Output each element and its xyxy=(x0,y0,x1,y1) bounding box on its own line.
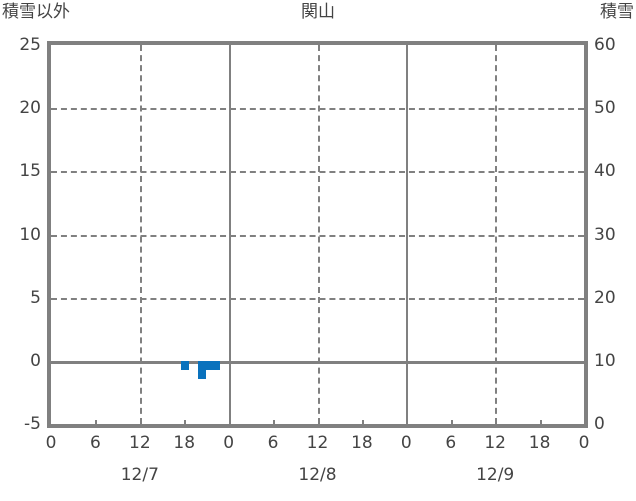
vertical-gridline xyxy=(317,45,320,424)
x-axis-label: 0 xyxy=(578,433,590,453)
x-axis-tick xyxy=(406,420,409,424)
y-axis-tick-left xyxy=(51,234,55,237)
right-axis-unit-label: 積雪 xyxy=(600,2,634,22)
x-axis-label: 12 xyxy=(484,433,506,453)
y-axis-label-left: 5 xyxy=(30,287,41,308)
vertical-gridline xyxy=(495,45,498,424)
x-axis-label: 6 xyxy=(267,433,279,453)
x-axis-label: 18 xyxy=(173,433,196,453)
y-axis-label-left: 10 xyxy=(19,224,41,245)
y-axis-label-left: -5 xyxy=(24,414,41,434)
x-axis-tick xyxy=(361,420,364,424)
x-axis-day-label: 12/7 xyxy=(120,465,159,485)
x-axis-label: 12 xyxy=(129,433,151,453)
data-bar xyxy=(180,360,189,370)
x-axis-tick xyxy=(228,420,231,424)
x-axis-tick xyxy=(495,420,498,424)
x-axis-tick xyxy=(539,420,542,424)
x-axis-tick xyxy=(273,420,276,424)
y-axis-tick-right xyxy=(580,234,584,237)
y-axis-label-left: 25 xyxy=(19,35,41,55)
y-axis-tick-left xyxy=(51,297,55,300)
x-axis-label: 18 xyxy=(351,433,373,453)
y-axis-tick-left xyxy=(51,360,55,363)
y-axis-label-right: 10 xyxy=(594,350,616,371)
x-axis-label: 6 xyxy=(89,433,101,453)
y-axis-label-right: 20 xyxy=(594,287,616,308)
y-axis-label-right: 30 xyxy=(594,224,616,245)
x-axis-tick xyxy=(139,420,142,424)
y-axis-label-left: 0 xyxy=(30,350,41,371)
x-axis-label: 6 xyxy=(445,433,457,453)
x-axis-day-label: 12/8 xyxy=(298,465,337,485)
y-axis-label-right: 50 xyxy=(594,98,616,119)
x-axis-label: 18 xyxy=(528,433,551,453)
zero-baseline xyxy=(51,360,584,364)
x-axis-label: 0 xyxy=(45,433,57,453)
y-axis-tick-left xyxy=(51,108,55,111)
data-bar xyxy=(197,369,207,379)
y-axis-label-right: 0 xyxy=(594,414,605,434)
day-boundary-line xyxy=(406,45,409,424)
x-axis-tick xyxy=(95,420,98,424)
x-axis-label: 0 xyxy=(400,433,412,453)
x-axis-tick xyxy=(317,420,320,424)
vertical-gridline xyxy=(139,45,142,424)
y-axis-tick-right xyxy=(580,108,584,111)
y-axis-label-right: 60 xyxy=(594,35,616,55)
y-axis-label-right: 40 xyxy=(594,161,616,182)
y-axis-tick-right xyxy=(580,360,584,363)
x-axis-label: 12 xyxy=(306,433,329,453)
x-axis-tick xyxy=(450,420,453,424)
y-axis-tick-right xyxy=(580,171,584,174)
y-axis-tick-right xyxy=(580,297,584,300)
x-axis-label: 0 xyxy=(223,433,235,453)
x-axis-tick xyxy=(184,420,187,424)
x-axis-day-label: 12/9 xyxy=(476,465,515,485)
plot-area xyxy=(47,41,588,428)
y-axis-label-left: 20 xyxy=(19,98,41,119)
day-boundary-line xyxy=(228,45,231,424)
plot-inner xyxy=(51,45,584,424)
left-axis-unit-label: 積雪以外 xyxy=(2,2,70,22)
y-axis-tick-left xyxy=(51,171,55,174)
y-axis-label-left: 15 xyxy=(19,161,41,182)
data-bar xyxy=(197,360,220,370)
chart-title: 関山 xyxy=(301,2,335,22)
